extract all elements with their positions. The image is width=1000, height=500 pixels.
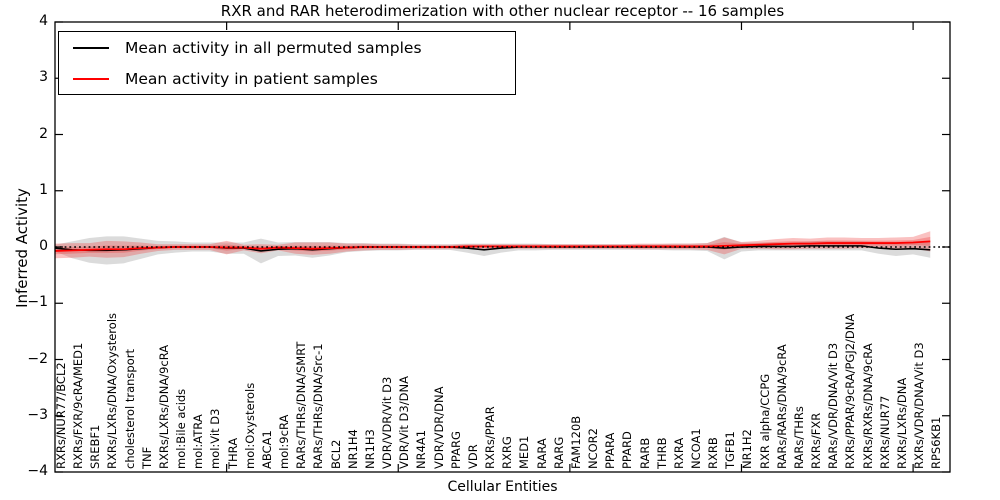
x-tick-label: SREBF1 [88, 424, 103, 469]
patient-samples-band-core [55, 236, 931, 255]
chart-title: RXR and RAR heterodimerization with othe… [220, 2, 785, 20]
x-tick-label: TNF [139, 446, 154, 469]
x-tick-label: NR1H3 [362, 429, 377, 469]
x-tick-label: RARs/THRs/DNA/Src-1 [311, 343, 326, 469]
x-tick-label: RXRG [500, 436, 515, 469]
x-tick-label: RXRs/FXR [809, 412, 824, 469]
patient-line-swatch [73, 77, 109, 80]
y-tick-label: 1 [39, 181, 48, 198]
x-tick-label: RXRs/LXRs/DNA [894, 377, 909, 469]
x-tick-label: RXRs/VDR/DNA/Vit D3 [912, 342, 927, 469]
x-tick-label: RARs/THRs [791, 406, 806, 469]
permuted-line-swatch [73, 46, 109, 49]
x-tick-label: RXRs/LXRs/DNA/Oxysterols [105, 312, 120, 469]
x-tick-label: mol:ATRA [191, 414, 206, 469]
x-tick-label: RARs/VDR/DNA/Vit D3 [826, 342, 841, 469]
x-tick-label: mol:9cRA [277, 414, 292, 469]
x-axis-label: Cellular Entities [447, 479, 558, 495]
x-tick-label: NR4A1 [414, 429, 429, 469]
x-tick-label: RXRB [706, 437, 721, 469]
legend: Mean activity in all permuted samples Me… [58, 31, 516, 95]
x-tick-label: RARs/RARs/DNA/9cRA [774, 344, 789, 469]
x-tick-label: mol:Bile acids [174, 388, 189, 469]
x-tick-label: RARG [551, 436, 566, 469]
y-tick-label: 3 [39, 69, 48, 86]
x-tick-label: RXRs/FXR/9cRA/MED1 [71, 342, 86, 469]
x-tick-label: BCL2 [328, 439, 343, 469]
legend-entry-patient: Mean activity in patient samples [59, 64, 515, 94]
x-tick-label: VDR/VDR/Vit D3 [380, 376, 395, 469]
x-tick-label: RXRs/NUR77/BCL2 [54, 362, 68, 469]
x-tick-label: FAM120B [568, 415, 583, 469]
x-tick-label: RXRs/PPAR [483, 406, 498, 469]
y-tick-label: −1 [27, 294, 48, 311]
x-tick-label: VDR/VDR/DNA [431, 386, 446, 470]
x-tick-label: mol:Oxysterols [242, 382, 257, 469]
x-tick-label: NCOA1 [688, 428, 703, 469]
x-tick-label: mol:Vit D3 [208, 408, 223, 469]
x-tick-label: PPARD [620, 431, 635, 469]
x-tick-label: RXRA [671, 437, 686, 469]
x-tick-label: TGFB1 [723, 431, 738, 469]
x-tick-label: VDR/Vit D3/DNA [397, 376, 412, 469]
x-tick-label: RARA [534, 438, 549, 469]
x-tick-label: NR1H2 [740, 429, 755, 469]
x-tick-label: ABCA1 [259, 430, 274, 469]
x-tick-label: RXR alpha/CCPG [757, 373, 772, 469]
legend-entry-permuted: Mean activity in all permuted samples [59, 33, 515, 63]
x-tick-label: MED1 [517, 435, 532, 469]
x-tick-label: cholesterol transport [122, 349, 137, 469]
legend-label-patient: Mean activity in patient samples [125, 69, 378, 88]
y-tick-label: −3 [27, 406, 48, 423]
legend-label-permuted: Mean activity in all permuted samples [125, 38, 422, 57]
y-tick-label: −2 [27, 350, 48, 367]
x-tick-label: RXRs/LXRs/DNA/9cRA [156, 344, 171, 469]
x-tick-label: PPARA [603, 432, 618, 469]
x-tick-label: THRB [654, 437, 669, 469]
x-tick-label: RXRs/NUR77 [877, 395, 892, 469]
y-tick-label: 2 [39, 125, 48, 142]
y-tick-label: 4 [39, 13, 48, 30]
x-tick-label: THRA [225, 437, 240, 469]
y-tick-label: 0 [39, 238, 48, 255]
x-tick-label: RPS6KB1 [929, 416, 944, 469]
x-tick-label: RXRs/RXRs/DNA/9cRA [860, 343, 875, 469]
permuted-samples-band [55, 236, 931, 265]
x-tick-label: RXRs/PPAR/9cRA/PGJ2/DNA [843, 313, 858, 469]
x-tick-label: RARB [637, 437, 652, 469]
x-tick-label: NR1H4 [345, 429, 360, 469]
y-tick-label: −4 [27, 463, 48, 480]
patient-samples-band [55, 231, 931, 259]
x-tick-label: NCOR2 [586, 428, 601, 469]
x-tick-label: PPARG [448, 431, 463, 469]
x-tick-label: RARs/THRs/DNA/SMRT [294, 341, 309, 469]
x-tick-label: VDR [465, 444, 480, 469]
